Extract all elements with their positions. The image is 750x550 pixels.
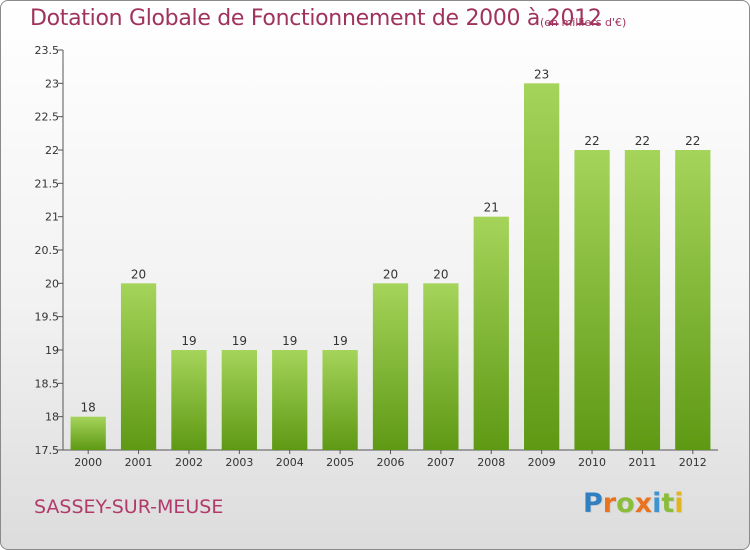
- data-label-2004: 19: [282, 334, 297, 348]
- y-tick-label: 20.5: [35, 244, 60, 257]
- bar-2004: [272, 350, 308, 450]
- bar-2008: [473, 216, 509, 450]
- y-tick-label: 19: [45, 344, 59, 357]
- bar-2006: [372, 283, 409, 450]
- y-tick-label: 17.5: [35, 444, 60, 457]
- bar-2012: [675, 150, 711, 450]
- logo-letter: x: [634, 488, 653, 519]
- data-label-2010: 22: [584, 134, 599, 148]
- x-tick-label-2007: 2007: [427, 456, 455, 469]
- y-tick-label: 20: [45, 277, 59, 290]
- logo-letter: t: [661, 488, 675, 519]
- logo-letter: i: [674, 488, 684, 519]
- x-tick-label-2000: 2000: [74, 456, 102, 469]
- x-tick-label-2011: 2011: [628, 456, 656, 469]
- x-tick-label-2005: 2005: [326, 456, 354, 469]
- bar-2001: [120, 283, 157, 450]
- x-tick-label-2009: 2009: [528, 456, 556, 469]
- x-tick-label-2002: 2002: [175, 456, 203, 469]
- proxiti-logo: Proxiti: [583, 488, 684, 519]
- data-label-2012: 22: [685, 134, 700, 148]
- x-tick-label-2006: 2006: [377, 456, 405, 469]
- x-tick-label-2004: 2004: [276, 456, 304, 469]
- logo-letter: P: [583, 488, 603, 519]
- y-tick-label: 21: [45, 211, 59, 224]
- y-tick-label: 18: [45, 411, 59, 424]
- data-label-2008: 21: [484, 201, 499, 215]
- data-label-2002: 19: [181, 334, 196, 348]
- bar-2009: [524, 83, 560, 450]
- x-tick-label-2012: 2012: [679, 456, 707, 469]
- logo-letter: o: [616, 488, 635, 519]
- x-tick-label-2001: 2001: [125, 456, 153, 469]
- data-label-2007: 20: [433, 267, 448, 281]
- bar-2007: [423, 283, 459, 450]
- y-tick-label: 21.5: [35, 177, 60, 190]
- bar-2010: [574, 150, 610, 450]
- data-label-2001: 20: [131, 267, 146, 281]
- data-label-2005: 19: [332, 334, 347, 348]
- logo-letter: r: [602, 488, 617, 519]
- y-tick-label: 22: [45, 144, 59, 157]
- x-tick-label-2008: 2008: [477, 456, 505, 469]
- data-label-2011: 22: [635, 134, 650, 148]
- x-tick-label-2003: 2003: [225, 456, 253, 469]
- commune-name: SASSEY-SUR-MEUSE: [34, 496, 224, 518]
- chart-unit: (en milliers d'€): [540, 16, 627, 29]
- y-tick-label: 18.5: [35, 377, 60, 390]
- bar-2005: [322, 350, 358, 450]
- data-label-2003: 19: [232, 334, 247, 348]
- y-tick-label: 19.5: [35, 311, 60, 324]
- bar-2000: [70, 416, 106, 450]
- data-label-2009: 23: [534, 67, 549, 81]
- y-tick-label: 23.5: [35, 44, 60, 57]
- x-tick-label-2010: 2010: [578, 456, 606, 469]
- bar-2002: [171, 350, 207, 450]
- bar-2003: [221, 350, 257, 450]
- data-label-2006: 20: [383, 267, 398, 281]
- chart-title: Dotation Globale de Fonctionnement de 20…: [30, 6, 602, 31]
- y-tick-label: 23: [45, 77, 59, 90]
- data-label-2000: 18: [81, 401, 96, 415]
- bar-2011: [624, 150, 661, 450]
- y-tick-label: 22.5: [35, 111, 60, 124]
- logo-letter: i: [652, 488, 662, 519]
